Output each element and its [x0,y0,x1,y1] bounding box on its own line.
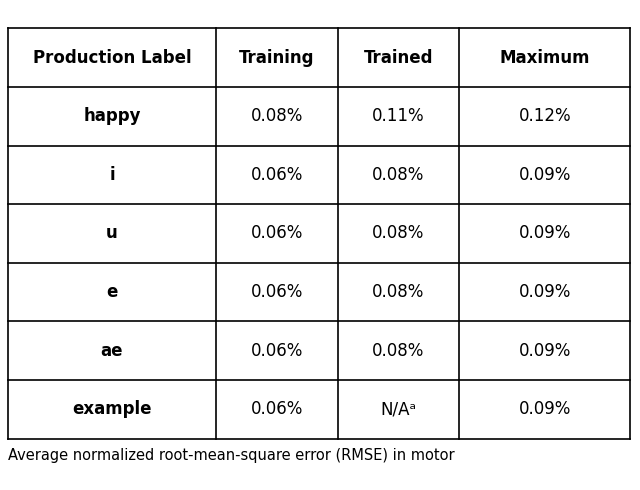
Text: 0.06%: 0.06% [251,342,303,360]
Text: e: e [106,283,118,301]
Text: 0.08%: 0.08% [372,342,424,360]
Text: 0.06%: 0.06% [251,283,303,301]
Text: example: example [72,400,152,418]
Text: 0.08%: 0.08% [372,224,424,243]
Text: 0.09%: 0.09% [518,400,571,418]
Text: 0.09%: 0.09% [518,283,571,301]
Text: 0.08%: 0.08% [372,283,424,301]
Text: i: i [109,166,115,184]
Text: Average normalized root-mean-square error (RMSE) in motor: Average normalized root-mean-square erro… [8,448,454,463]
Text: 0.12%: 0.12% [518,107,571,125]
Text: happy: happy [83,107,141,125]
Text: Maximum: Maximum [500,49,590,67]
Text: u: u [106,224,118,243]
Text: 0.06%: 0.06% [251,224,303,243]
Text: 0.09%: 0.09% [518,166,571,184]
Text: 0.06%: 0.06% [251,400,303,418]
Text: Training: Training [239,49,315,67]
Text: Trained: Trained [364,49,433,67]
Text: 0.08%: 0.08% [251,107,303,125]
Text: 0.08%: 0.08% [372,166,424,184]
Text: 0.11%: 0.11% [372,107,425,125]
Text: 0.09%: 0.09% [518,342,571,360]
Text: 0.09%: 0.09% [518,224,571,243]
Text: Production Label: Production Label [33,49,191,67]
Text: 0.06%: 0.06% [251,166,303,184]
Text: N/Aᵃ: N/Aᵃ [380,400,417,418]
Text: ae: ae [100,342,124,360]
